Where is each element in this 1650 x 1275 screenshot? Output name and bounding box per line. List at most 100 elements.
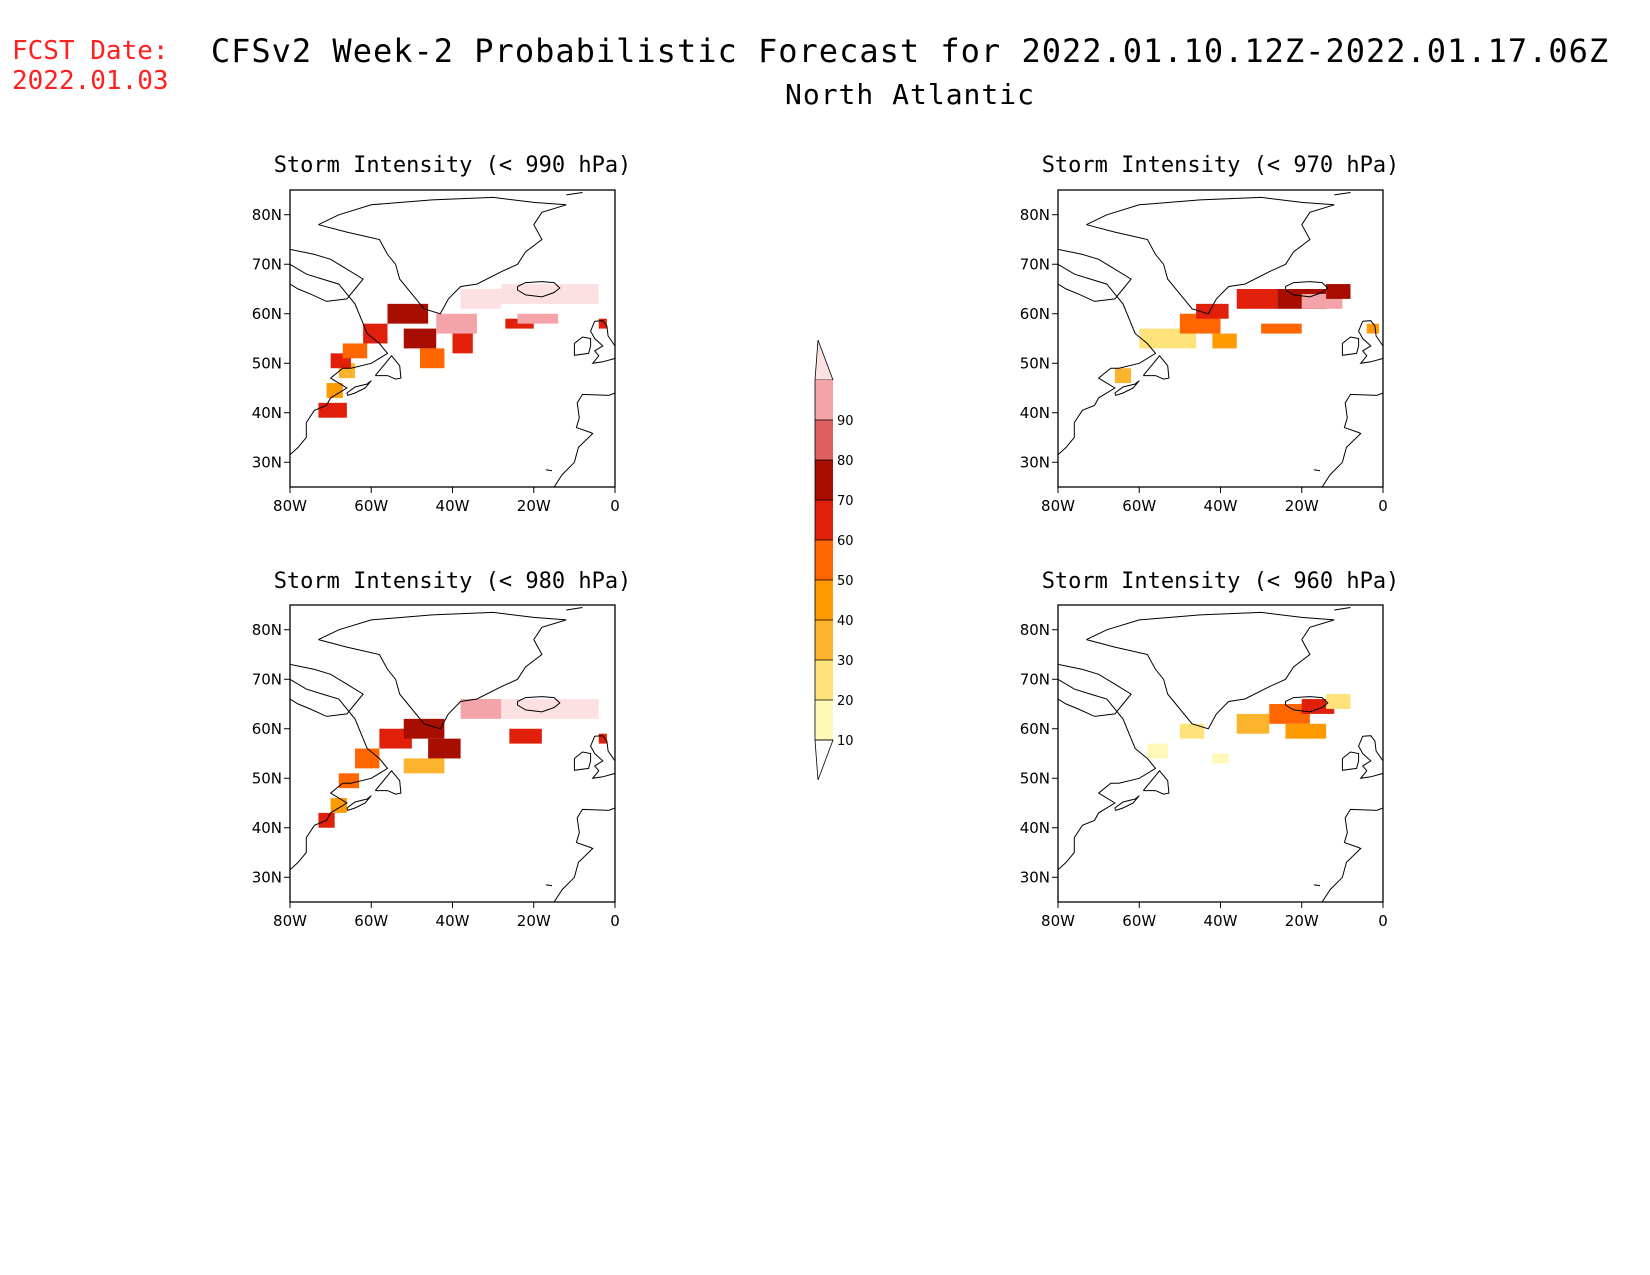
- coastline: [545, 884, 553, 887]
- colorbar-segment: [815, 420, 833, 460]
- probability-cell: [550, 699, 599, 719]
- probability-cell: [1147, 743, 1168, 759]
- coastline: [318, 196, 567, 315]
- probability-cell: [598, 733, 607, 744]
- coastline: [1114, 380, 1140, 397]
- coastline: [566, 192, 583, 196]
- probability-cell: [541, 284, 599, 304]
- lat-tick-label: 40N: [1020, 404, 1050, 422]
- lat-tick-label: 70N: [1020, 255, 1050, 273]
- forecast-date-block: FCST Date: 2022.01.03: [12, 36, 169, 96]
- lat-tick-label: 70N: [1020, 670, 1050, 688]
- main-title: CFSv2 Week-2 Probabilistic Forecast for …: [210, 32, 1610, 70]
- probability-cell: [517, 313, 559, 324]
- lat-tick-label: 40N: [1020, 819, 1050, 837]
- lon-tick-label: 0: [1378, 912, 1388, 930]
- map-panel-p980: Storm Intensity (< 980 hPa) 80W 60W 40W 20W 0…: [252, 569, 632, 930]
- coastline: [1313, 884, 1321, 887]
- lat-tick-label: 30N: [1020, 453, 1050, 471]
- lon-tick-label: 0: [610, 912, 620, 930]
- probability-cell: [1326, 284, 1351, 299]
- probability-cell: [1212, 333, 1237, 349]
- panel-title: Storm Intensity (< 970 hPa): [1042, 153, 1400, 178]
- lon-tick-label: 40W: [436, 497, 470, 515]
- lon-tick-label: 20W: [1285, 912, 1319, 930]
- lat-tick-label: 40N: [252, 404, 282, 422]
- probability-cell: [1366, 323, 1379, 334]
- panel-title: Storm Intensity (< 980 hPa): [274, 569, 632, 594]
- probability-cell: [318, 402, 347, 418]
- lat-tick-label: 50N: [1020, 354, 1050, 372]
- coastline: [1358, 735, 1383, 779]
- coastline: [1058, 248, 1132, 302]
- colorbar-label: 40: [837, 614, 854, 629]
- probability-field: [318, 284, 607, 418]
- coastline: [1086, 611, 1335, 730]
- probability-cell: [1285, 723, 1327, 739]
- probability-field: [1114, 284, 1379, 384]
- coastlines: [290, 192, 615, 487]
- coastline: [1321, 392, 1383, 487]
- coastline: [1285, 281, 1329, 298]
- coastline: [374, 355, 402, 380]
- probability-cell: [1326, 694, 1351, 709]
- coastline: [1142, 770, 1170, 795]
- colorbar-label: 70: [837, 494, 854, 509]
- coastline: [1334, 192, 1351, 196]
- coastline: [573, 336, 592, 356]
- probability-cell: [363, 323, 388, 344]
- coastline: [290, 248, 364, 302]
- colorbar-label: 80: [837, 454, 854, 469]
- forecast-date-label: FCST Date:: [12, 36, 169, 66]
- coastline: [290, 678, 389, 871]
- lon-tick-label: 60W: [354, 912, 388, 930]
- forecast-date-value: 2022.01.03: [12, 66, 169, 96]
- coastline: [1313, 469, 1321, 472]
- probability-cell: [428, 738, 461, 759]
- lon-tick-label: 80W: [273, 497, 307, 515]
- map-panel-p960: Storm Intensity (< 960 hPa) 80W 60W 40W 20W 0…: [1020, 569, 1400, 930]
- lon-tick-label: 80W: [1041, 912, 1075, 930]
- colorbar-cap-top: [814, 339, 834, 381]
- probability-cell: [505, 318, 534, 329]
- lat-tick-label: 60N: [252, 720, 282, 738]
- colorbar-segment: [815, 700, 833, 740]
- lat-tick-label: 80N: [1020, 621, 1050, 639]
- lon-tick-label: 40W: [1204, 912, 1238, 930]
- coastline: [1058, 263, 1157, 456]
- lat-tick-label: 30N: [252, 868, 282, 886]
- probability-cell: [403, 718, 445, 739]
- coastline: [1341, 751, 1360, 771]
- lat-tick-label: 70N: [252, 670, 282, 688]
- probability-cell: [1236, 289, 1278, 309]
- colorbar-segment: [815, 380, 833, 420]
- probability-cell: [1114, 368, 1132, 384]
- coastline: [1142, 355, 1170, 380]
- probability-cell: [403, 758, 445, 774]
- coastline: [1341, 336, 1360, 356]
- map-panel-p970: Storm Intensity (< 970 hPa) 80W 60W 40W 20W 0…: [1020, 153, 1400, 515]
- colorbar-label: 60: [837, 534, 854, 549]
- coastline: [346, 795, 372, 812]
- probability-field: [1147, 694, 1351, 764]
- lat-tick-label: 30N: [1020, 868, 1050, 886]
- probability-cell: [420, 348, 445, 369]
- probability-cell: [1212, 753, 1229, 764]
- probability-cell: [1196, 303, 1229, 319]
- colorbar-label: 90: [837, 414, 854, 429]
- colorbar-label: 30: [837, 654, 854, 669]
- coastline: [290, 663, 364, 717]
- colorbar-segment: [815, 580, 833, 620]
- coastline: [1058, 663, 1132, 717]
- probability-cell: [330, 798, 347, 813]
- coastline: [1058, 678, 1157, 871]
- probability-cell: [501, 284, 550, 304]
- colorbar-segment: [815, 460, 833, 500]
- probability-cell: [598, 318, 607, 329]
- coastline: [566, 607, 583, 611]
- lon-tick-label: 60W: [354, 497, 388, 515]
- coastline: [1321, 807, 1383, 902]
- colorbar-cap-bottom: [814, 739, 834, 781]
- coastlines: [1058, 192, 1383, 487]
- probability-cell: [452, 333, 473, 354]
